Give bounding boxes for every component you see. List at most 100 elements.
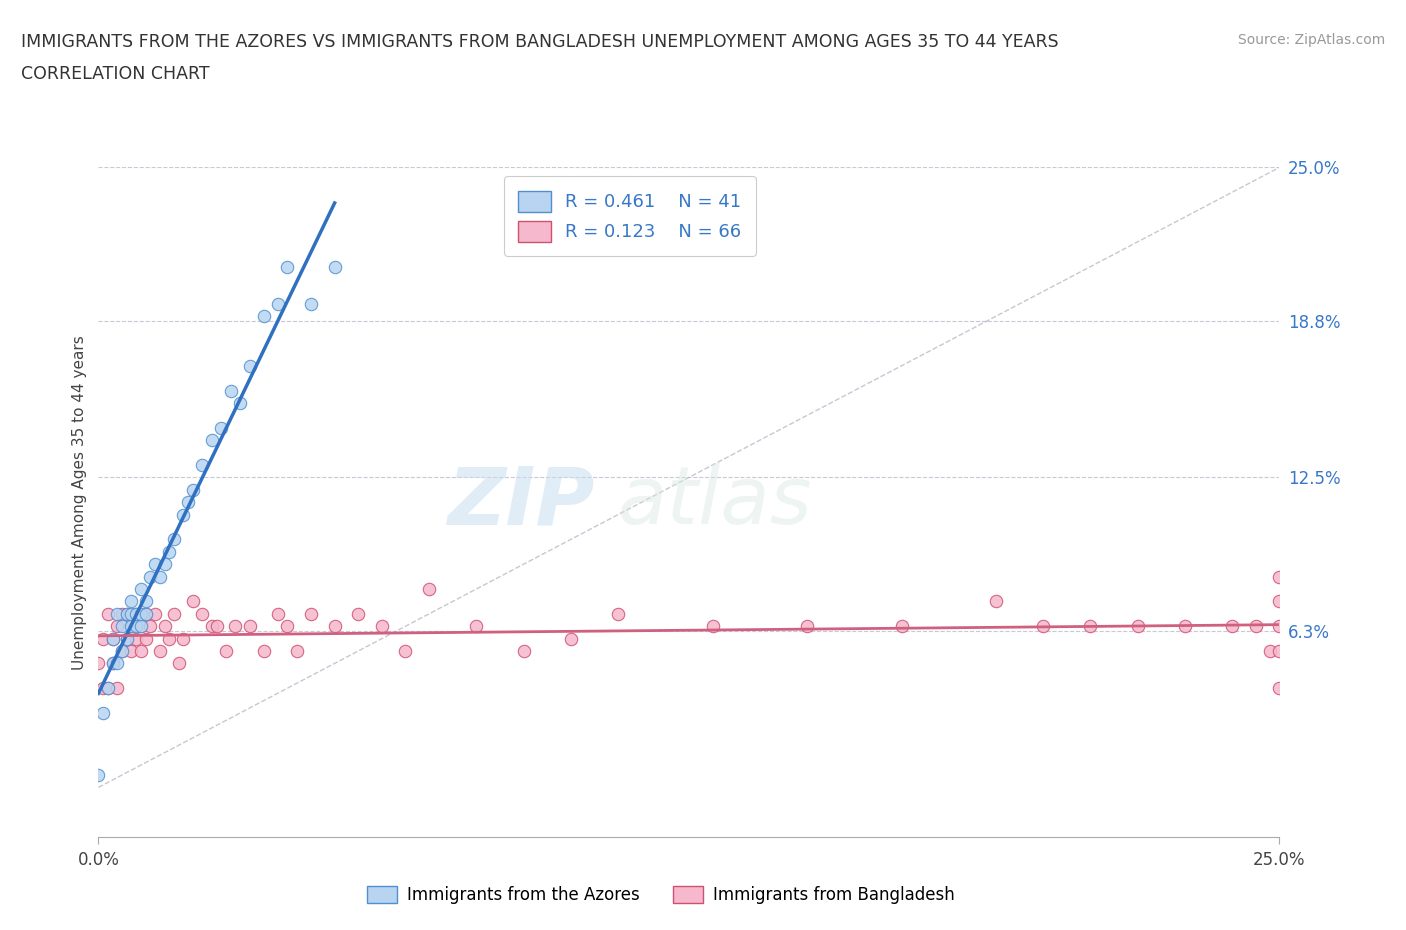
Point: [157, 544, 180, 559]
Point: [135, 606, 157, 621]
Point: [607, 606, 630, 621]
Text: CORRELATION CHART: CORRELATION CHART: [21, 65, 209, 83]
Point: [1268, 594, 1291, 609]
Point: [224, 618, 246, 633]
Point: [191, 458, 214, 472]
Point: [890, 618, 912, 633]
Point: [125, 631, 148, 646]
Point: [418, 581, 440, 596]
Point: [201, 618, 224, 633]
Point: [702, 618, 724, 633]
Point: [115, 606, 138, 621]
Point: [299, 297, 322, 312]
Point: [129, 618, 152, 633]
Point: [347, 606, 370, 621]
Point: [139, 618, 162, 633]
Y-axis label: Unemployment Among Ages 35 to 44 years: Unemployment Among Ages 35 to 44 years: [72, 335, 87, 670]
Point: [115, 606, 138, 621]
Point: [97, 606, 120, 621]
Point: [267, 297, 290, 312]
Point: [111, 644, 134, 658]
Text: Source: ZipAtlas.com: Source: ZipAtlas.com: [1237, 33, 1385, 46]
Point: [125, 606, 148, 621]
Text: ZIP: ZIP: [447, 463, 595, 541]
Point: [1258, 644, 1281, 658]
Point: [1268, 644, 1291, 658]
Point: [87, 656, 110, 671]
Point: [239, 358, 262, 373]
Point: [796, 618, 818, 633]
Point: [135, 606, 157, 621]
Point: [253, 644, 276, 658]
Point: [111, 618, 134, 633]
Legend: R = 0.461    N = 41, R = 0.123    N = 66: R = 0.461 N = 41, R = 0.123 N = 66: [503, 177, 756, 256]
Point: [239, 618, 262, 633]
Point: [129, 581, 152, 596]
Text: atlas: atlas: [619, 463, 813, 541]
Point: [111, 644, 134, 658]
Point: [512, 644, 534, 658]
Point: [1268, 569, 1291, 584]
Point: [205, 618, 228, 633]
Point: [172, 631, 194, 646]
Point: [984, 594, 1007, 609]
Point: [153, 618, 176, 633]
Point: [172, 507, 194, 522]
Point: [91, 706, 114, 721]
Point: [105, 681, 128, 696]
Point: [125, 606, 148, 621]
Point: [149, 569, 172, 584]
Point: [1244, 618, 1267, 633]
Point: [229, 395, 252, 410]
Point: [163, 532, 186, 547]
Point: [97, 681, 120, 696]
Point: [87, 767, 110, 782]
Point: [121, 594, 143, 609]
Point: [101, 656, 124, 671]
Text: IMMIGRANTS FROM THE AZORES VS IMMIGRANTS FROM BANGLADESH UNEMPLOYMENT AMONG AGES: IMMIGRANTS FROM THE AZORES VS IMMIGRANTS…: [21, 33, 1059, 50]
Point: [323, 618, 346, 633]
Point: [121, 618, 143, 633]
Point: [143, 557, 166, 572]
Point: [115, 631, 138, 646]
Point: [285, 644, 308, 658]
Point: [1268, 681, 1291, 696]
Point: [209, 420, 232, 435]
Point: [129, 644, 152, 658]
Point: [1268, 618, 1291, 633]
Point: [143, 606, 166, 621]
Point: [121, 618, 143, 633]
Point: [97, 681, 120, 696]
Point: [163, 606, 186, 621]
Point: [191, 606, 214, 621]
Point: [129, 618, 152, 633]
Point: [1126, 618, 1149, 633]
Point: [115, 631, 138, 646]
Point: [105, 656, 128, 671]
Point: [201, 432, 224, 447]
Point: [394, 644, 416, 658]
Point: [153, 557, 176, 572]
Point: [167, 656, 190, 671]
Point: [125, 618, 148, 633]
Point: [135, 631, 157, 646]
Point: [101, 656, 124, 671]
Point: [139, 569, 162, 584]
Point: [101, 631, 124, 646]
Point: [121, 644, 143, 658]
Point: [276, 618, 298, 633]
Legend: Immigrants from the Azores, Immigrants from Bangladesh: Immigrants from the Azores, Immigrants f…: [359, 878, 963, 912]
Point: [111, 606, 134, 621]
Point: [91, 681, 114, 696]
Point: [465, 618, 488, 633]
Point: [253, 309, 276, 324]
Point: [1174, 618, 1197, 633]
Point: [1080, 618, 1102, 633]
Point: [121, 606, 143, 621]
Point: [299, 606, 322, 621]
Point: [560, 631, 582, 646]
Point: [181, 594, 204, 609]
Point: [135, 594, 157, 609]
Point: [149, 644, 172, 658]
Point: [105, 618, 128, 633]
